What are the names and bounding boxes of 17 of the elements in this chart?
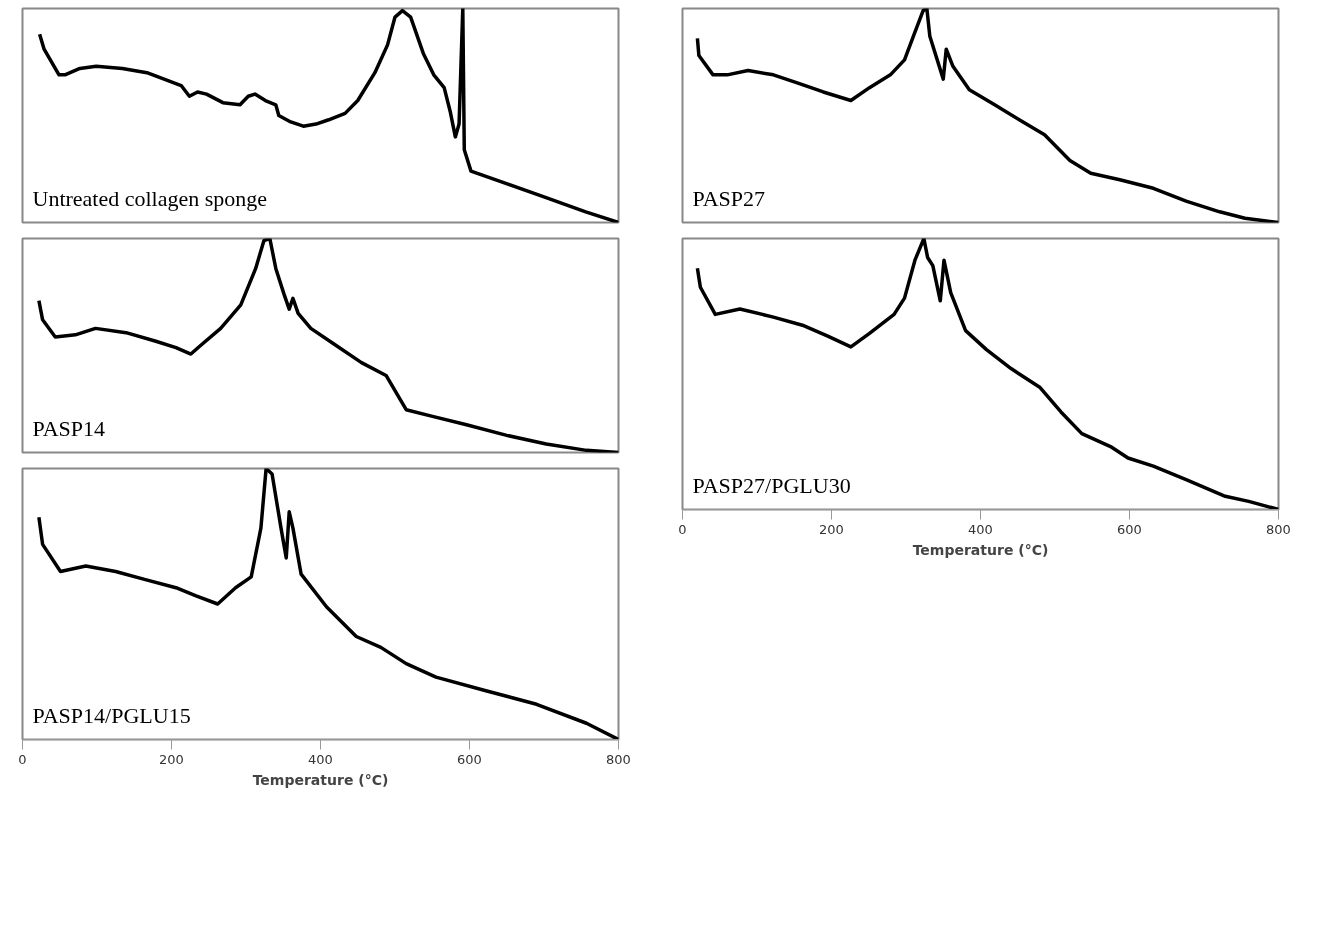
x-tick-label: 0: [678, 521, 687, 537]
text: PASP14: [32, 415, 106, 441]
x-axis-title: Temperature (°C): [252, 771, 389, 788]
text: PASP27/PGLU30: [692, 472, 851, 498]
x-tick-label: 800: [606, 751, 631, 767]
text: Untreated collagen sponge: [32, 185, 268, 211]
x-tick-label: 200: [159, 751, 184, 767]
x-tick-label: 600: [457, 751, 482, 767]
x-tick-label: 400: [308, 751, 333, 767]
x-tick-label: 600: [1117, 521, 1142, 537]
x-tick-label: 200: [819, 521, 844, 537]
text: PASP27: [692, 185, 766, 211]
x-tick-label: 0: [18, 751, 27, 767]
x-axis-title: Temperature (°C): [912, 541, 1049, 558]
x-tick-label: 800: [1266, 521, 1291, 537]
x-tick-label: 400: [968, 521, 993, 537]
text: PASP14/PGLU15: [32, 702, 191, 728]
